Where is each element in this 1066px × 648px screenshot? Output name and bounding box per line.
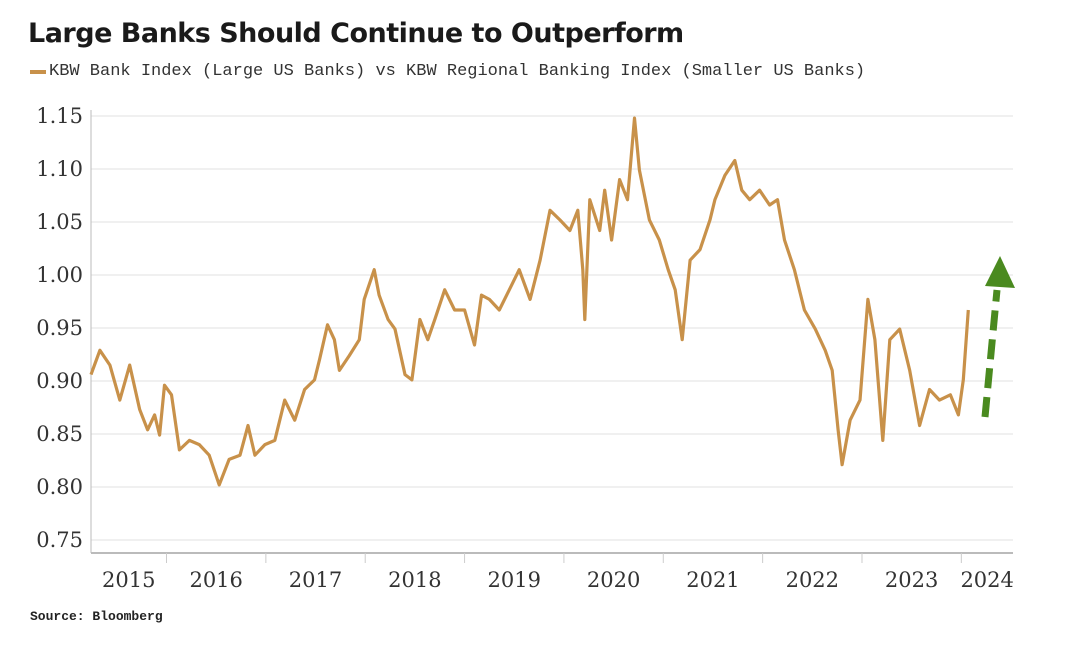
- x-tick-label: 2021: [686, 568, 739, 592]
- arrow-head: [985, 256, 1015, 288]
- x-tick-label: 2019: [488, 568, 541, 592]
- y-tick-label: 1.15: [36, 104, 83, 128]
- legend-swatch: [30, 69, 46, 74]
- y-tick-label: 0.75: [36, 528, 83, 552]
- x-tick-label: 2024: [960, 568, 1013, 592]
- y-tick-label: 0.95: [36, 316, 83, 340]
- x-tick-label: 2022: [786, 568, 839, 592]
- chart-title: Large Banks Should Continue to Outperfor…: [28, 18, 684, 49]
- x-tick-label: 2017: [289, 568, 342, 592]
- x-tick-label: 2018: [388, 568, 441, 592]
- y-tick-label: 1.10: [36, 157, 83, 181]
- x-tick-label: 2020: [587, 568, 640, 592]
- series-line: [89, 116, 970, 487]
- x-tick-label: 2023: [885, 568, 938, 592]
- y-tick-label: 0.85: [36, 422, 83, 446]
- legend: KBW Bank Index (Large US Banks) vs KBW R…: [30, 62, 865, 81]
- x-tick-label: 2015: [102, 568, 155, 592]
- arrow-shaft: [981, 289, 1001, 418]
- y-tick-label: 1.00: [36, 263, 83, 287]
- y-tick-label: 0.80: [36, 475, 83, 499]
- y-tick-label: 1.05: [36, 210, 83, 234]
- legend-label: KBW Bank Index (Large US Banks) vs KBW R…: [49, 62, 866, 81]
- y-tick-label: 0.90: [36, 369, 83, 393]
- source-note: Source: Bloomberg: [30, 609, 163, 624]
- x-tick-label: 2016: [189, 568, 242, 592]
